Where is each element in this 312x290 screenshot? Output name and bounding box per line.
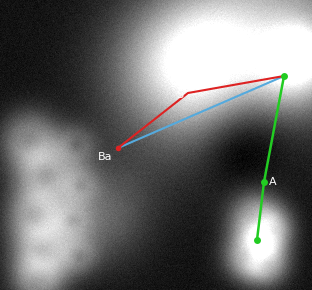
- Text: Ba: Ba: [97, 152, 112, 162]
- Text: B: B: [262, 244, 270, 254]
- Text: S: S: [176, 90, 183, 100]
- Text: N: N: [289, 72, 298, 82]
- Text: A: A: [269, 177, 277, 187]
